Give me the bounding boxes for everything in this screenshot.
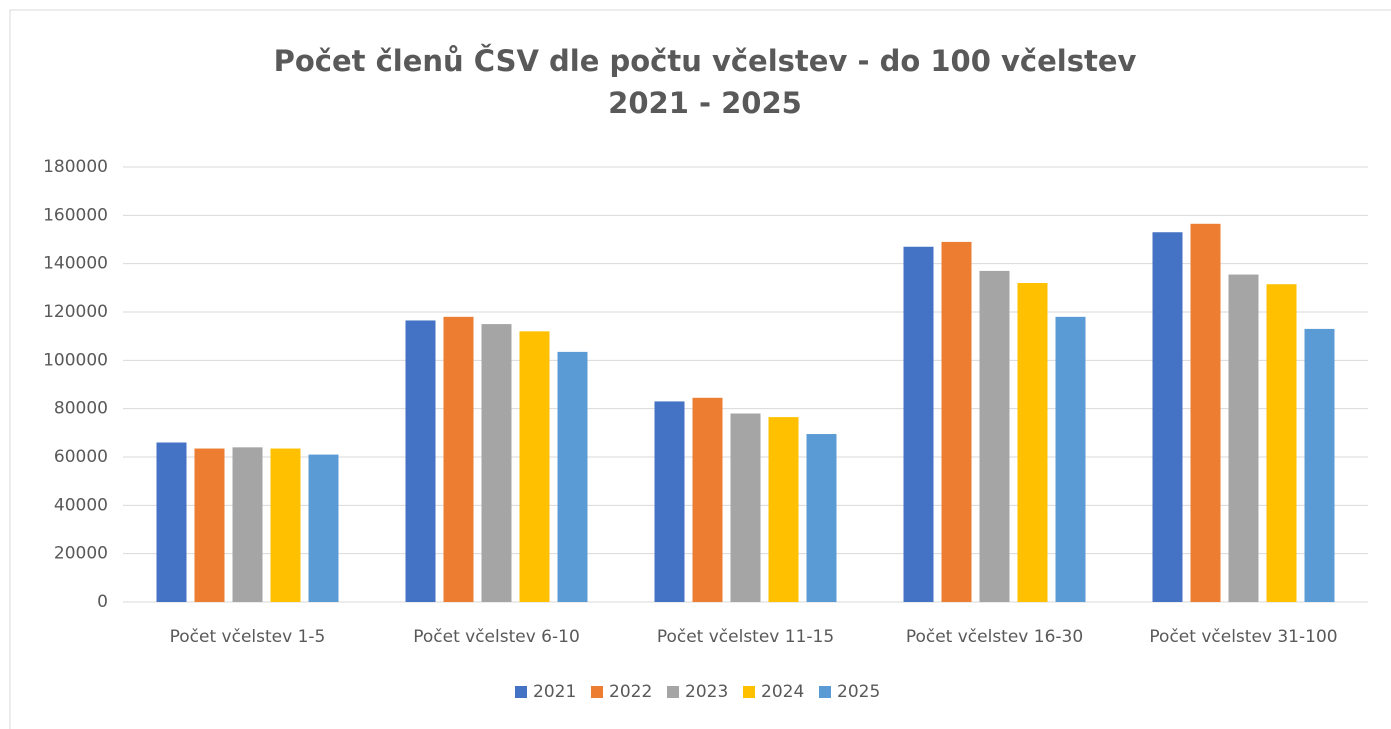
y-tick-label: 40000: [54, 495, 108, 515]
y-tick-label: 60000: [54, 447, 108, 467]
bar: [768, 417, 799, 602]
y-tick-label: 80000: [54, 399, 108, 419]
x-tick-label: Počet včelstev 6-10: [413, 627, 580, 647]
legend-swatch: [515, 686, 527, 698]
bar: [654, 401, 685, 602]
bar: [1017, 283, 1048, 602]
bar: [519, 331, 550, 602]
y-tick-label: 20000: [54, 544, 108, 564]
bar: [308, 454, 339, 602]
bar: [557, 351, 588, 602]
y-tick-label: 180000: [43, 157, 108, 177]
bar: [1055, 316, 1086, 602]
legend-label: 2025: [837, 682, 880, 702]
y-tick-label: 0: [97, 592, 108, 612]
legend-swatch: [667, 686, 679, 698]
bar: [730, 413, 761, 602]
legend-label: 2021: [533, 682, 576, 702]
y-tick-label: 100000: [43, 350, 108, 370]
bar: [1304, 328, 1335, 602]
bar: [806, 434, 837, 602]
bar: [903, 246, 934, 602]
bar: [1152, 232, 1183, 602]
legend-label: 2023: [685, 682, 728, 702]
bar: [979, 270, 1010, 602]
bar: [941, 241, 972, 602]
x-tick-label: Počet včelstev 11-15: [657, 627, 834, 647]
chart-title: Počet členů ČSV dle počtu včelstev - do …: [274, 44, 1137, 78]
legend-label: 2024: [761, 682, 804, 702]
legend-label: 2022: [609, 682, 652, 702]
bar: [1190, 223, 1221, 602]
y-tick-label: 140000: [43, 254, 108, 274]
bar: [1266, 284, 1297, 602]
legend-swatch: [743, 686, 755, 698]
bar: [232, 447, 263, 602]
bar: [405, 320, 436, 602]
legend-swatch: [591, 686, 603, 698]
y-tick-label: 120000: [43, 302, 108, 322]
y-tick-label: 160000: [43, 205, 108, 225]
x-tick-label: Počet včelstev 1-5: [170, 627, 326, 647]
bar: [1228, 274, 1259, 602]
bar: [481, 324, 512, 602]
x-tick-label: Počet včelstev 16-30: [906, 627, 1083, 647]
bar: [692, 397, 723, 602]
bar: [270, 448, 301, 602]
bar: [443, 316, 474, 602]
legend-swatch: [819, 686, 831, 698]
bar: [194, 448, 225, 602]
x-tick-label: Počet včelstev 31-100: [1149, 627, 1337, 647]
chart-subtitle: 2021 - 2025: [608, 86, 802, 120]
bar: [156, 442, 187, 602]
